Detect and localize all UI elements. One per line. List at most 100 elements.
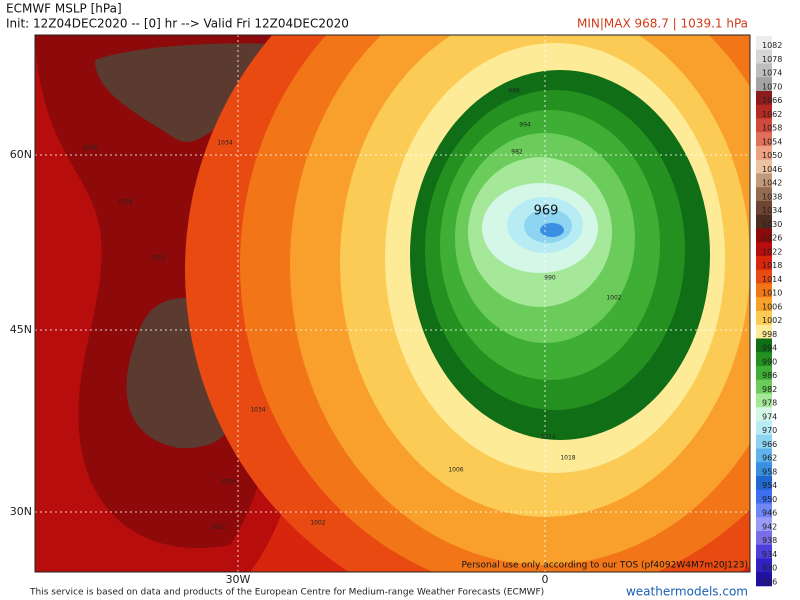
colorbar-swatch xyxy=(756,517,772,532)
contour-label: 998 xyxy=(508,88,520,95)
colorbar-swatch xyxy=(756,393,772,408)
colorbar-swatch xyxy=(756,269,772,284)
colorbar-label: 1038 xyxy=(762,192,782,201)
colorbar-label: 1006 xyxy=(762,302,782,311)
map-frame xyxy=(34,34,751,573)
contour-label: 1006 xyxy=(448,467,463,474)
colorbar-swatch xyxy=(756,544,772,559)
colorbar-swatch xyxy=(756,256,772,271)
colorbar-label: 1074 xyxy=(762,69,782,78)
colorbar-swatch xyxy=(756,379,772,394)
colorbar-swatch xyxy=(756,104,772,119)
colorbar-label: 966 xyxy=(762,440,777,449)
colorbar-swatch xyxy=(756,352,772,367)
colorbar-swatch xyxy=(756,201,772,216)
colorbar-label: 1070 xyxy=(762,82,782,91)
colorbar-swatch xyxy=(756,118,772,133)
colorbar-label: 1082 xyxy=(762,41,782,50)
colorbar-swatch xyxy=(756,476,772,491)
colorbar-swatch xyxy=(756,462,772,477)
colorbar-swatch xyxy=(756,311,772,326)
colorbar-swatch xyxy=(756,91,772,106)
colorbar-label: 962 xyxy=(762,454,777,463)
colorbar-swatch xyxy=(756,228,772,243)
colorbar-label: 934 xyxy=(762,550,777,559)
contour-label: 1018 xyxy=(560,455,575,462)
lon-label: 0 xyxy=(542,573,549,586)
colorbar-swatch xyxy=(756,338,772,353)
colorbar-label: 1042 xyxy=(762,179,782,188)
colorbar-label: 1050 xyxy=(762,151,782,160)
contour-label: 1034 xyxy=(250,407,265,414)
colorbar-label: 1030 xyxy=(762,220,782,229)
colorbar-swatch xyxy=(756,407,772,422)
colorbar-swatch xyxy=(756,132,772,147)
colorbar-swatch xyxy=(756,421,772,436)
init-time: Init: 12Z04DEC2020 -- [0] hr --> Valid F… xyxy=(6,17,349,31)
title: ECMWF MSLP [hPa] xyxy=(6,2,122,16)
colorbar-label: 1034 xyxy=(762,206,782,215)
colorbar-label: 986 xyxy=(762,371,777,380)
colorbar-swatch xyxy=(756,297,772,312)
colorbar-label: 1054 xyxy=(762,137,782,146)
colorbar-label: 998 xyxy=(762,330,777,339)
colorbar-label: 942 xyxy=(762,522,777,531)
colorbar-swatch xyxy=(756,283,772,298)
min-max: MIN|MAX 968.7 | 1039.1 hPa xyxy=(577,17,748,31)
colorbar-swatch xyxy=(756,531,772,546)
colorbar-swatch xyxy=(756,159,772,174)
colorbar-label: 1014 xyxy=(762,275,782,284)
lat-label: 60N xyxy=(10,148,32,161)
colorbar-label: 978 xyxy=(762,399,777,408)
low-center-label: 969 xyxy=(534,204,559,219)
colorbar-label: 974 xyxy=(762,412,777,421)
colorbar-swatch xyxy=(756,448,772,463)
colorbar-label: 938 xyxy=(762,536,777,545)
colorbar-label: 930 xyxy=(762,564,777,573)
contour-labels: 1026 1034 1018 1010 1034 1026 1022 1002 998 994 98… xyxy=(82,88,621,531)
lat-label: 30N xyxy=(10,505,32,518)
colorbar-swatch xyxy=(756,214,772,229)
contour-label: 1026 xyxy=(82,145,97,152)
contour-label: 994 xyxy=(519,122,531,129)
colorbar-label: 1062 xyxy=(762,110,782,119)
tos-note: Personal use only according to our TOS (… xyxy=(461,561,748,571)
colorbar-swatch xyxy=(756,489,772,504)
colorbar-swatch xyxy=(756,366,772,381)
site: weathermodels.com xyxy=(626,585,748,599)
contour-label: 1018 xyxy=(117,199,132,206)
colorbar: 1082 1078 1074 1070 1066 1062 1058 1054 1050 1046… xyxy=(756,36,782,586)
colorbar-swatch xyxy=(756,572,772,587)
colorbar-label: 1026 xyxy=(762,234,782,243)
colorbar-swatch xyxy=(756,173,772,188)
contour-label: 990 xyxy=(544,275,556,282)
contour-label: 1026 xyxy=(220,479,235,486)
colorbar-label: 1018 xyxy=(762,261,782,270)
colorbar-label: 1066 xyxy=(762,96,782,105)
colorbar-label: 1058 xyxy=(762,124,782,133)
colorbar-swatch xyxy=(756,77,772,92)
credit: This service is based on data and produc… xyxy=(29,588,544,598)
colorbar-label: 982 xyxy=(762,385,777,394)
contour-label: 982 xyxy=(511,149,523,156)
colorbar-label: 990 xyxy=(762,357,777,366)
colorbar-label: 946 xyxy=(762,509,777,518)
colorbar-swatch xyxy=(756,63,772,78)
colorbar-label: 1002 xyxy=(762,316,782,325)
contour-label: 1002 xyxy=(606,295,621,302)
contour-label: 1002 xyxy=(310,520,325,527)
colorbar-label: 954 xyxy=(762,481,777,490)
colorbar-label: 1010 xyxy=(762,289,782,298)
colorbar-swatch xyxy=(756,36,772,51)
colorbar-swatch xyxy=(756,434,772,449)
colorbar-swatch xyxy=(756,49,772,64)
colorbar-label: 926 xyxy=(762,577,777,586)
colorbar-swatch xyxy=(756,187,772,202)
contour-label: 1034 xyxy=(217,140,232,147)
colorbar-swatch xyxy=(756,503,772,518)
colorbar-swatch xyxy=(756,146,772,161)
colorbar-label: 950 xyxy=(762,495,777,504)
lon-label: 30W xyxy=(226,573,251,586)
